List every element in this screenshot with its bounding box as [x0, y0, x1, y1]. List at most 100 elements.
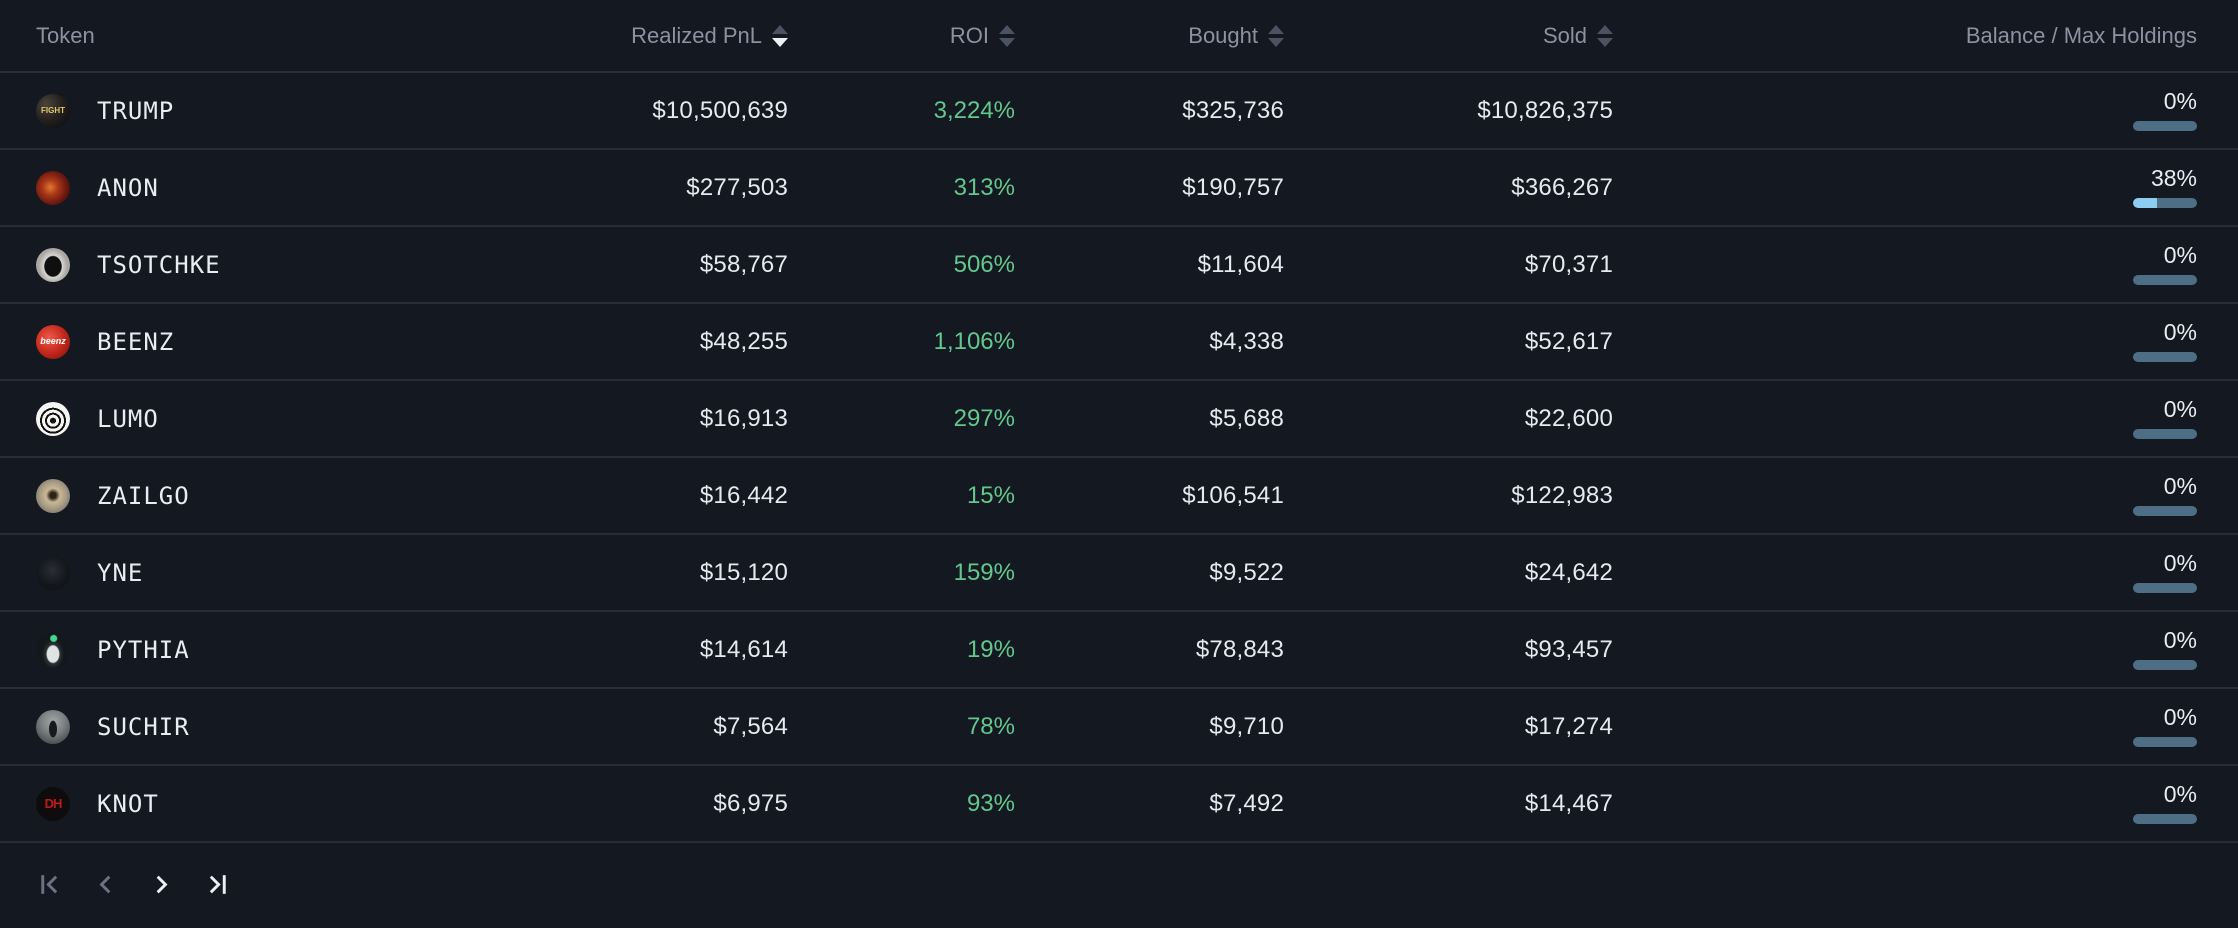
- balance-percent: 0%: [2163, 627, 2197, 653]
- token-name: LUMO: [97, 404, 159, 433]
- balance-cell: 0%: [1613, 783, 2197, 824]
- token-name: KNOT: [97, 789, 159, 818]
- max-holdings-bar: [2133, 506, 2197, 516]
- sold-value: $52,617: [1524, 327, 1613, 355]
- column-header-bought[interactable]: Bought: [1015, 23, 1284, 49]
- balance-percent: 0%: [2163, 781, 2197, 807]
- sold-value: $93,457: [1524, 635, 1613, 663]
- lumo-token-icon: [36, 401, 70, 436]
- last-page-icon: [204, 871, 231, 898]
- column-label: Bought: [1188, 22, 1258, 48]
- table-row[interactable]: ZAILGO $16,442 15% $106,541 $122,983 0%: [0, 456, 2238, 533]
- roi-value: 78%: [966, 712, 1015, 740]
- bought-value: $5,688: [1209, 404, 1284, 432]
- column-label: Balance / Max Holdings: [1965, 22, 2197, 48]
- previous-page-icon: [92, 871, 119, 898]
- zailgo-token-icon: [36, 478, 70, 513]
- roi-value: 3,224%: [933, 96, 1015, 124]
- column-label: Token: [36, 22, 95, 48]
- roi-value: 159%: [953, 558, 1015, 586]
- beenz-token-icon: beenz: [36, 324, 70, 359]
- sort-icon: [1597, 24, 1613, 47]
- roi-value: 15%: [966, 481, 1015, 509]
- max-holdings-bar: [2133, 275, 2197, 285]
- bought-value: $4,338: [1209, 327, 1284, 355]
- table-row[interactable]: FIGHT TRUMP $10,500,639 3,224% $325,736 …: [0, 71, 2238, 148]
- realized-pnl-value: $15,120: [699, 558, 788, 586]
- table-body: FIGHT TRUMP $10,500,639 3,224% $325,736 …: [0, 71, 2238, 841]
- realized-pnl-value: $58,767: [699, 250, 788, 278]
- last-page-button[interactable]: [204, 871, 231, 898]
- sort-icon: [999, 24, 1015, 47]
- table-row[interactable]: ANON $277,503 313% $190,757 $366,267 38%: [0, 148, 2238, 225]
- knot-token-icon: DH: [36, 786, 70, 821]
- first-page-button[interactable]: [36, 871, 63, 898]
- realized-pnl-value: $277,503: [686, 173, 788, 201]
- column-label: Sold: [1542, 22, 1587, 48]
- column-label: ROI: [949, 22, 989, 48]
- balance-percent: 0%: [2163, 88, 2197, 114]
- token-cell: LUMO: [36, 401, 576, 436]
- suchir-token-icon: [36, 709, 70, 744]
- table-row[interactable]: TSOTCHKE $58,767 506% $11,604 $70,371 0%: [0, 225, 2238, 302]
- bought-value: $325,736: [1182, 96, 1284, 124]
- table-row[interactable]: YNE $15,120 159% $9,522 $24,642 0%: [0, 533, 2238, 610]
- table-row[interactable]: PYTHIA $14,614 19% $78,843 $93,457 0%: [0, 610, 2238, 687]
- roi-value: 19%: [966, 635, 1015, 663]
- roi-value: 506%: [953, 250, 1015, 278]
- realized-pnl-value: $6,975: [713, 789, 788, 817]
- balance-cell: 0%: [1613, 244, 2197, 285]
- balance-cell: 0%: [1613, 398, 2197, 439]
- sold-value: $366,267: [1511, 173, 1613, 201]
- column-header-token: Token: [36, 23, 576, 49]
- realized-pnl-value: $7,564: [713, 712, 788, 740]
- next-page-button[interactable]: [148, 871, 175, 898]
- first-page-icon: [36, 871, 63, 898]
- max-holdings-bar: [2133, 660, 2197, 670]
- trump-token-icon: FIGHT: [36, 93, 70, 128]
- balance-percent: 0%: [2163, 319, 2197, 345]
- token-name: ZAILGO: [97, 481, 190, 510]
- token-cell: FIGHT TRUMP: [36, 93, 576, 128]
- column-header-sold[interactable]: Sold: [1284, 23, 1613, 49]
- table-row[interactable]: DH KNOT $6,975 93% $7,492 $14,467 0%: [0, 764, 2238, 841]
- table-row[interactable]: beenz BEENZ $48,255 1,106% $4,338 $52,61…: [0, 302, 2238, 379]
- anon-token-icon: [36, 170, 70, 205]
- balance-percent: 0%: [2163, 396, 2197, 422]
- token-name: BEENZ: [97, 327, 175, 356]
- max-holdings-bar: [2133, 429, 2197, 439]
- column-header-roi[interactable]: ROI: [788, 23, 1015, 49]
- table-row[interactable]: SUCHIR $7,564 78% $9,710 $17,274 0%: [0, 687, 2238, 764]
- realized-pnl-value: $10,500,639: [652, 96, 788, 124]
- previous-page-button[interactable]: [92, 871, 119, 898]
- bought-value: $7,492: [1209, 789, 1284, 817]
- token-name: PYTHIA: [97, 635, 190, 664]
- next-page-icon: [148, 871, 175, 898]
- roi-value: 1,106%: [933, 327, 1015, 355]
- pythia-token-icon: [36, 632, 70, 667]
- table-row[interactable]: LUMO $16,913 297% $5,688 $22,600 0%: [0, 379, 2238, 456]
- roi-value: 297%: [953, 404, 1015, 432]
- bought-value: $190,757: [1182, 173, 1284, 201]
- sold-value: $122,983: [1511, 481, 1613, 509]
- token-name: SUCHIR: [97, 712, 190, 741]
- token-name: TSOTCHKE: [97, 250, 221, 279]
- bought-value: $9,710: [1209, 712, 1284, 740]
- balance-cell: 0%: [1613, 475, 2197, 516]
- column-header-realized-pnl[interactable]: Realized PnL: [576, 23, 788, 49]
- balance-percent: 0%: [2163, 473, 2197, 499]
- bought-value: $9,522: [1209, 558, 1284, 586]
- token-cell: YNE: [36, 555, 576, 590]
- balance-cell: 0%: [1613, 321, 2197, 362]
- token-cell: SUCHIR: [36, 709, 576, 744]
- realized-pnl-value: $48,255: [699, 327, 788, 355]
- bought-value: $106,541: [1182, 481, 1284, 509]
- roi-value: 93%: [966, 789, 1015, 817]
- balance-percent: 38%: [2150, 165, 2197, 191]
- sold-value: $24,642: [1524, 558, 1613, 586]
- balance-percent: 0%: [2163, 242, 2197, 268]
- token-name: YNE: [97, 558, 144, 587]
- realized-pnl-value: $16,442: [699, 481, 788, 509]
- token-cell: TSOTCHKE: [36, 247, 576, 282]
